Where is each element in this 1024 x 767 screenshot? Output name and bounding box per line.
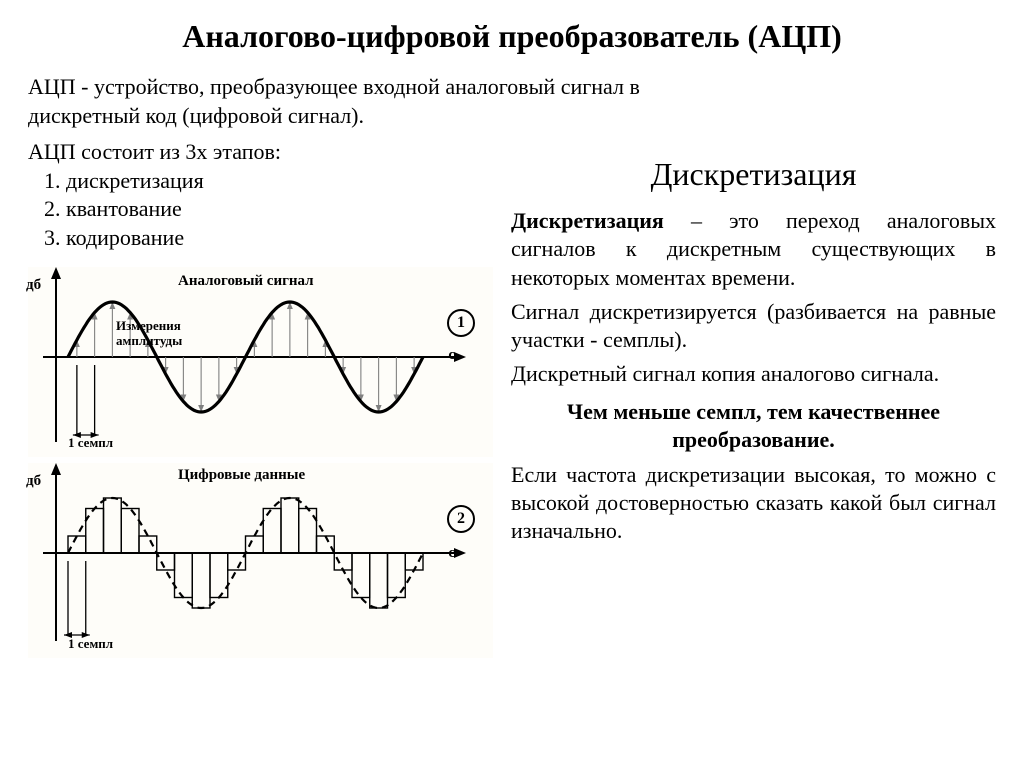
steps-list: дискретизация квантование кодирование (28, 167, 493, 253)
fig1-caption: Аналоговый сигнал (178, 273, 314, 290)
step-2: квантование (66, 195, 493, 224)
fig1-x-label: с (448, 347, 455, 364)
digital-data-chart (28, 463, 493, 658)
analog-signal-chart (28, 267, 493, 457)
section-title: Дискретизация (511, 156, 996, 193)
figure-analog: дб с Аналоговый сигнал Измеренияамплитуд… (28, 267, 493, 457)
definition-1: Дискретизация – это переход аналоговых с… (511, 207, 996, 291)
fig1-y-label: дб (26, 277, 41, 294)
step-3: кодирование (66, 224, 493, 253)
definition-2: Сигнал дискретизируется (разбивается на … (511, 298, 996, 354)
page-title: Аналогово-цифровой преобразователь (АЦП) (28, 18, 996, 55)
steps-intro: АЦП состоит из 3х этапов: (28, 138, 493, 167)
fig1-amplitude-label: Измеренияамплитуды (116, 319, 182, 349)
emphasis: Чем меньше семпл, тем качественнее преоб… (511, 398, 996, 453)
fig1-sample-label: 1 семпл (68, 435, 113, 451)
intro-line-2: дискретный код (цифровой сигнал). (28, 102, 996, 131)
intro-line-1: АЦП - устройство, преобразующее входной … (28, 73, 996, 102)
fig2-y-label: дб (26, 473, 41, 490)
figures: дб с Аналоговый сигнал Измеренияамплитуд… (28, 267, 493, 658)
fig1-badge: 1 (447, 309, 475, 337)
fig2-badge: 2 (447, 505, 475, 533)
fig2-caption: Цифровые данные (178, 467, 305, 484)
step-1: дискретизация (66, 167, 493, 196)
intro-paragraph: АЦП - устройство, преобразующее входной … (28, 73, 996, 130)
right-column: Дискретизация Дискретизация – это перехо… (511, 138, 996, 657)
definition-term: Дискретизация (511, 208, 664, 233)
steps-block: АЦП состоит из 3х этапов: дискретизация … (28, 138, 493, 252)
fig2-sample-label: 1 семпл (68, 636, 113, 652)
after-paragraph: Если частота дискретизации высокая, то м… (511, 461, 996, 545)
left-column: АЦП состоит из 3х этапов: дискретизация … (28, 138, 493, 657)
definition-3: Дискретный сигнал копия аналогово сигнал… (511, 360, 996, 388)
figure-digital: дб с Цифровые данные 2 1 семпл (28, 463, 493, 658)
fig2-x-label: с (448, 545, 455, 562)
